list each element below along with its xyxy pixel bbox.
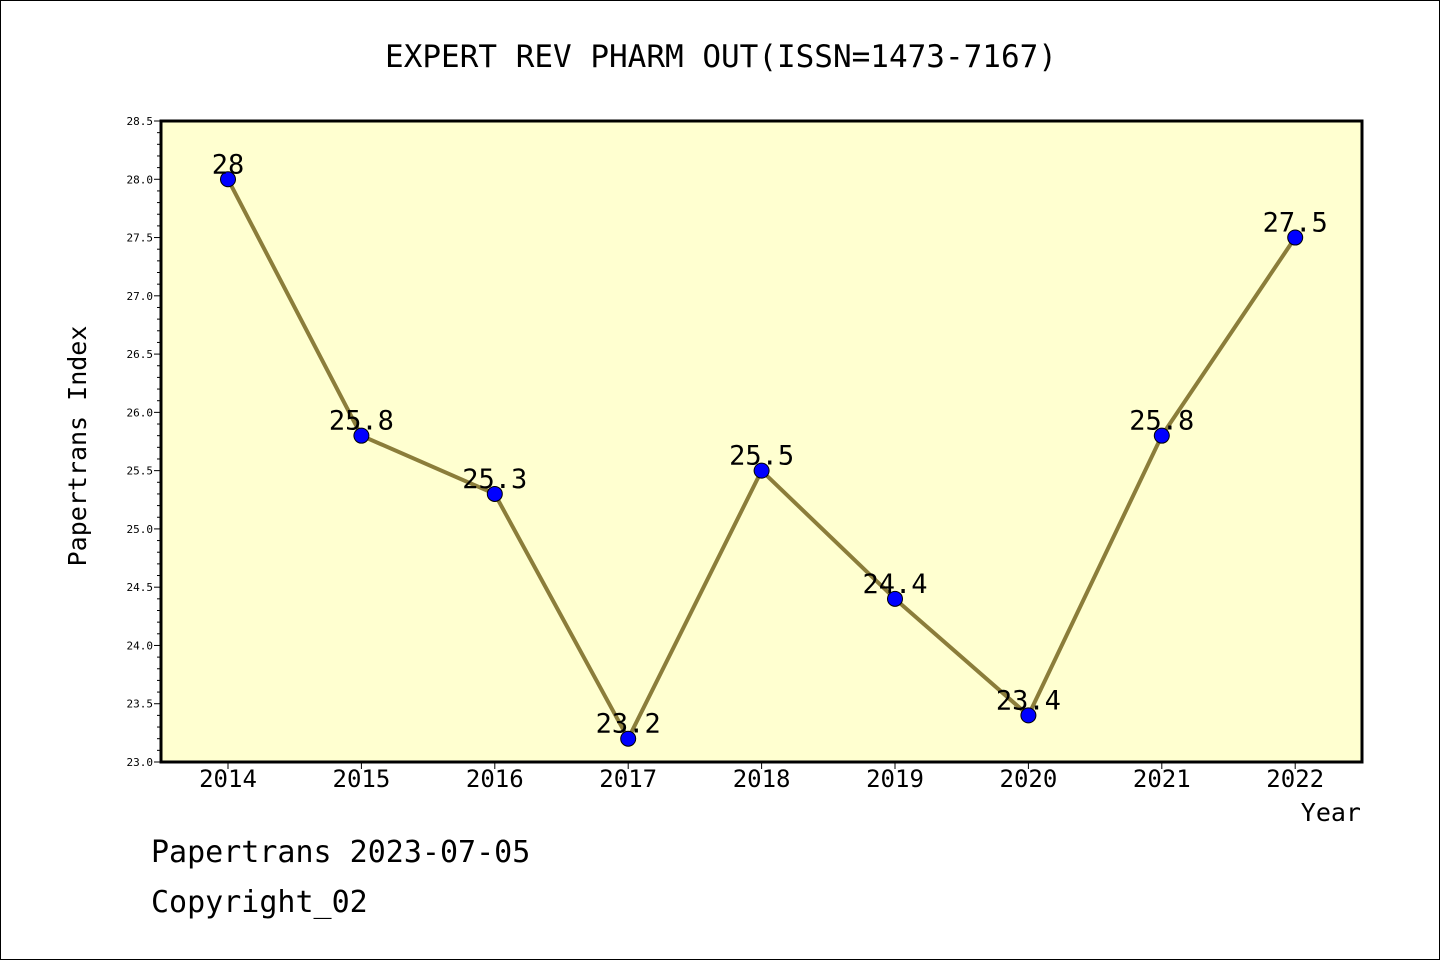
data-point — [887, 590, 903, 607]
x-tick-label: 2018 — [733, 765, 791, 793]
y-tick-label: 28.5 — [127, 115, 154, 128]
y-tick-label: 24.5 — [127, 581, 154, 594]
y-tick-label: 25.0 — [127, 523, 154, 536]
series: 28 25.8 25.3 23.2 25.5 24.4 23.4 25.8 27.5 — [212, 149, 1328, 747]
data-label: 27.5 — [1263, 208, 1328, 239]
data-point — [753, 462, 770, 479]
data-point — [1153, 427, 1170, 444]
data-label: 25.3 — [462, 464, 527, 495]
y-tick-label: 27.0 — [127, 290, 154, 303]
x-axis: 2014 2015 2016 2017 2018 2019 2020 2021 2022 — [199, 762, 1324, 793]
y-axis-label: Papertrans Index — [63, 326, 92, 567]
y-tick-label: 23.0 — [127, 756, 154, 769]
data-label: 25.8 — [329, 406, 394, 437]
x-tick-label: 2016 — [466, 765, 524, 793]
data-point — [1020, 707, 1037, 724]
x-tick-label: 2019 — [866, 765, 924, 793]
y-tick-label: 23.5 — [127, 698, 154, 711]
x-tick-label: 2022 — [1266, 765, 1324, 793]
y-tick-label: 26.5 — [127, 348, 154, 361]
y-tick-label: 24.0 — [127, 639, 154, 652]
data-point — [353, 427, 370, 444]
footer-date: Papertrans 2023-07-05 — [151, 835, 531, 870]
y-axis: 23.0 23.5 24.0 24.5 25.0 25.5 26.0 26.5 27.0 27.5… — [127, 115, 161, 769]
data-point — [620, 730, 637, 747]
data-label: 25.5 — [729, 441, 794, 472]
data-point — [486, 485, 503, 502]
x-axis-label: Year — [1301, 798, 1361, 827]
data-label: 25.8 — [1129, 406, 1194, 437]
data-label: 24.4 — [862, 569, 927, 600]
data-label: 23.2 — [596, 709, 661, 740]
y-tick-label: 25.5 — [127, 465, 154, 478]
x-tick-label: 2015 — [333, 765, 391, 793]
data-label: 23.4 — [996, 685, 1061, 716]
footer-copyright: Copyright_02 — [151, 885, 368, 920]
data-label: 28 — [212, 149, 245, 180]
x-tick-label: 2014 — [199, 765, 257, 793]
x-tick-label: 2017 — [599, 765, 657, 793]
data-point — [220, 171, 236, 188]
data-point — [1287, 229, 1304, 246]
y-tick-label: 28.0 — [127, 173, 154, 186]
x-tick-label: 2021 — [1133, 765, 1191, 793]
x-tick-label: 2020 — [1000, 765, 1058, 793]
chart-title: EXPERT REV PHARM OUT(ISSN=1473-7167) — [385, 39, 1057, 75]
y-tick-label: 27.5 — [127, 232, 154, 245]
y-tick-label: 26.0 — [127, 406, 154, 419]
